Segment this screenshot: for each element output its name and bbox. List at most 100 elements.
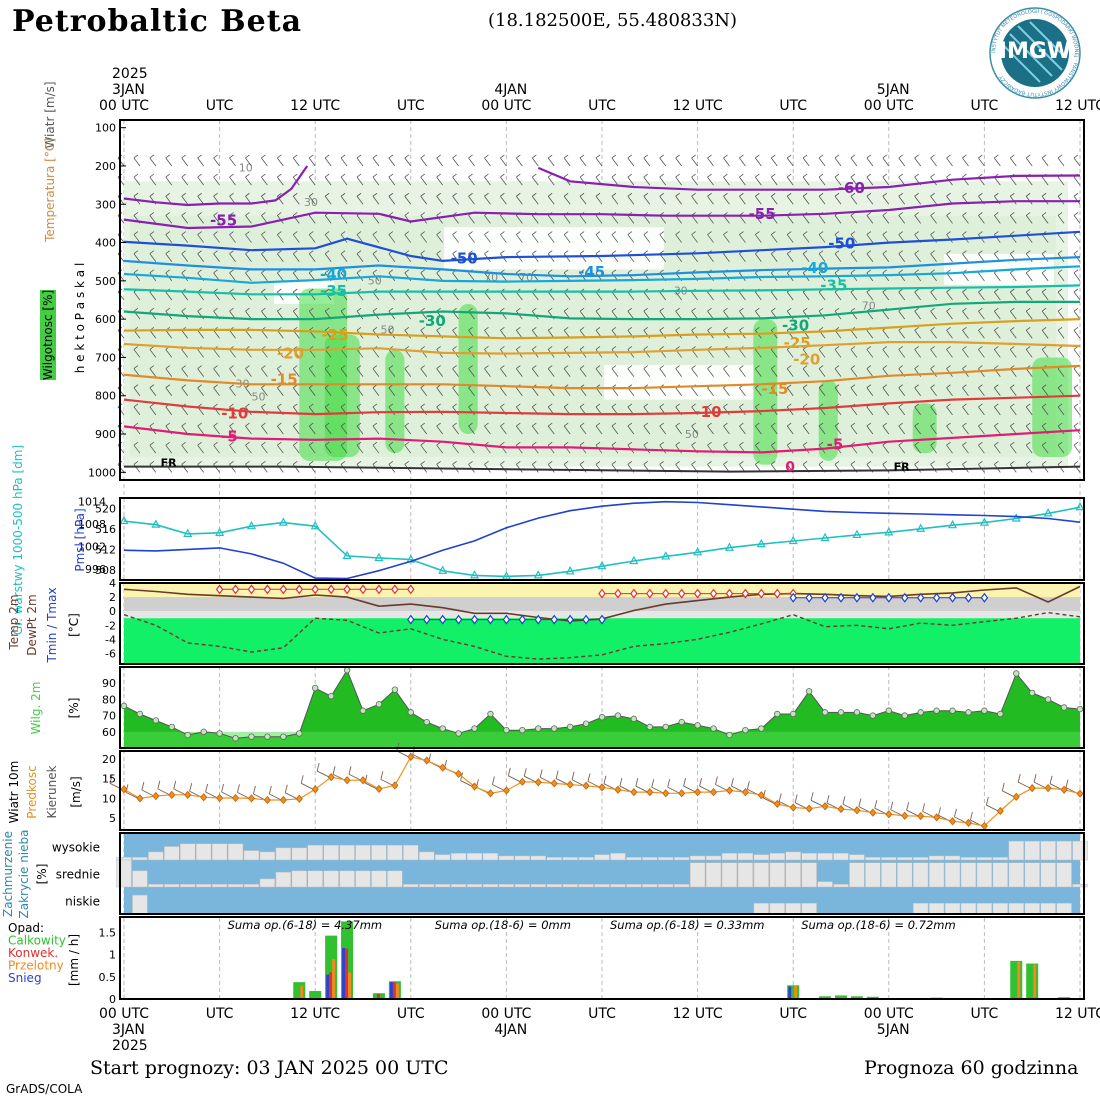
wind-barb [659, 387, 667, 396]
cloud-bar-mid [737, 862, 754, 888]
wind-barb [786, 384, 792, 389]
wind-barb [930, 253, 937, 262]
wind-barb [404, 365, 410, 369]
ytick-label: 600 [95, 313, 116, 326]
cloud-bar-mid [769, 862, 785, 888]
wind-barb [563, 157, 571, 167]
isotherm-m50 [123, 230, 1081, 263]
data-point [518, 614, 527, 625]
wind-barb [611, 231, 617, 235]
time-label-top: UTC [971, 98, 999, 114]
wind-barb [691, 192, 696, 197]
wind-barb [898, 310, 906, 320]
time-label-top: 3JAN [112, 82, 145, 98]
wind-barb [213, 403, 218, 408]
wind-barb [133, 173, 139, 178]
wind-barb [261, 368, 268, 377]
wind-barb [165, 234, 173, 243]
wind-barb [771, 192, 776, 197]
wind-barb [452, 368, 459, 377]
wind-barb [866, 196, 874, 205]
wind-barb [356, 234, 364, 243]
wind-barb [914, 464, 921, 473]
ytick-label: 0.5 [99, 971, 117, 984]
wind-barb [786, 215, 794, 224]
wind-barb [388, 425, 396, 435]
wind-barb [802, 154, 808, 159]
wind-barb [914, 406, 921, 416]
ytick-label: 4 [109, 577, 116, 590]
cloud-bar-mid [658, 884, 674, 888]
wind-barb [627, 269, 633, 274]
wind-barb [834, 425, 842, 435]
wind-barb [500, 196, 507, 205]
wind-barb [516, 441, 521, 446]
wind-barb [850, 461, 856, 465]
wind-barb [818, 441, 824, 446]
data-point [885, 592, 893, 603]
wind-barb [1073, 422, 1079, 427]
wind-barb [324, 307, 330, 312]
wind-barb [563, 307, 569, 312]
wind-barb [691, 425, 698, 435]
wind-barb [1073, 234, 1081, 243]
data-point [471, 725, 478, 732]
wind-barb [563, 196, 571, 205]
wind-barb [962, 272, 969, 282]
wind-barb [500, 215, 507, 224]
wind-barb [1010, 154, 1015, 159]
wind-barb [643, 234, 651, 243]
wind-barb [866, 444, 874, 454]
wind-barb [356, 368, 364, 377]
wind-barb [133, 154, 139, 159]
wind-barb [133, 406, 141, 416]
data-point [438, 614, 447, 625]
wind-barb [930, 231, 935, 235]
data-point [200, 793, 208, 802]
wind-barb [866, 215, 874, 224]
wind-barb [675, 253, 682, 262]
wind-barb [946, 403, 951, 408]
data-point [790, 710, 797, 718]
wind-barb [659, 215, 667, 224]
wind-barb [579, 157, 587, 167]
wind-barb [372, 196, 380, 205]
data-point [375, 701, 383, 708]
wind-barb [356, 173, 362, 178]
data-point [678, 789, 686, 798]
data-point [582, 781, 590, 790]
wind-barb [866, 422, 872, 427]
cloud-bar-mid [227, 884, 244, 888]
wind-barb [834, 250, 840, 255]
wind-barb [611, 154, 617, 159]
wind-barb [245, 231, 250, 235]
wind-barb [245, 310, 252, 320]
wind-barb [468, 461, 473, 465]
data-point [327, 584, 335, 595]
wind-barb [914, 444, 921, 454]
wind-barb [245, 215, 252, 224]
wind-barb [245, 288, 250, 293]
wind-barb [1025, 154, 1031, 159]
wind-barb [1041, 444, 1049, 454]
wind-barb [484, 157, 491, 167]
wind-barb [643, 310, 651, 320]
cloud-bar-high [387, 844, 403, 861]
data-point [948, 592, 957, 603]
wind-barb [165, 441, 171, 446]
wind-barb [675, 368, 682, 377]
wind-barb [723, 349, 730, 358]
wind-barb [826, 794, 830, 804]
wind-barb [1033, 774, 1037, 783]
wind-barb [563, 387, 571, 396]
wind-barb [978, 365, 983, 369]
wind-barb [611, 461, 617, 465]
wind-barb [802, 215, 810, 224]
wind-barb [786, 444, 794, 454]
data-point [629, 555, 639, 565]
wind-barb [882, 346, 888, 350]
wind-barb [436, 307, 441, 312]
wind-barb [1073, 288, 1079, 293]
wind-barb [675, 403, 680, 408]
wind-barb [898, 330, 906, 339]
